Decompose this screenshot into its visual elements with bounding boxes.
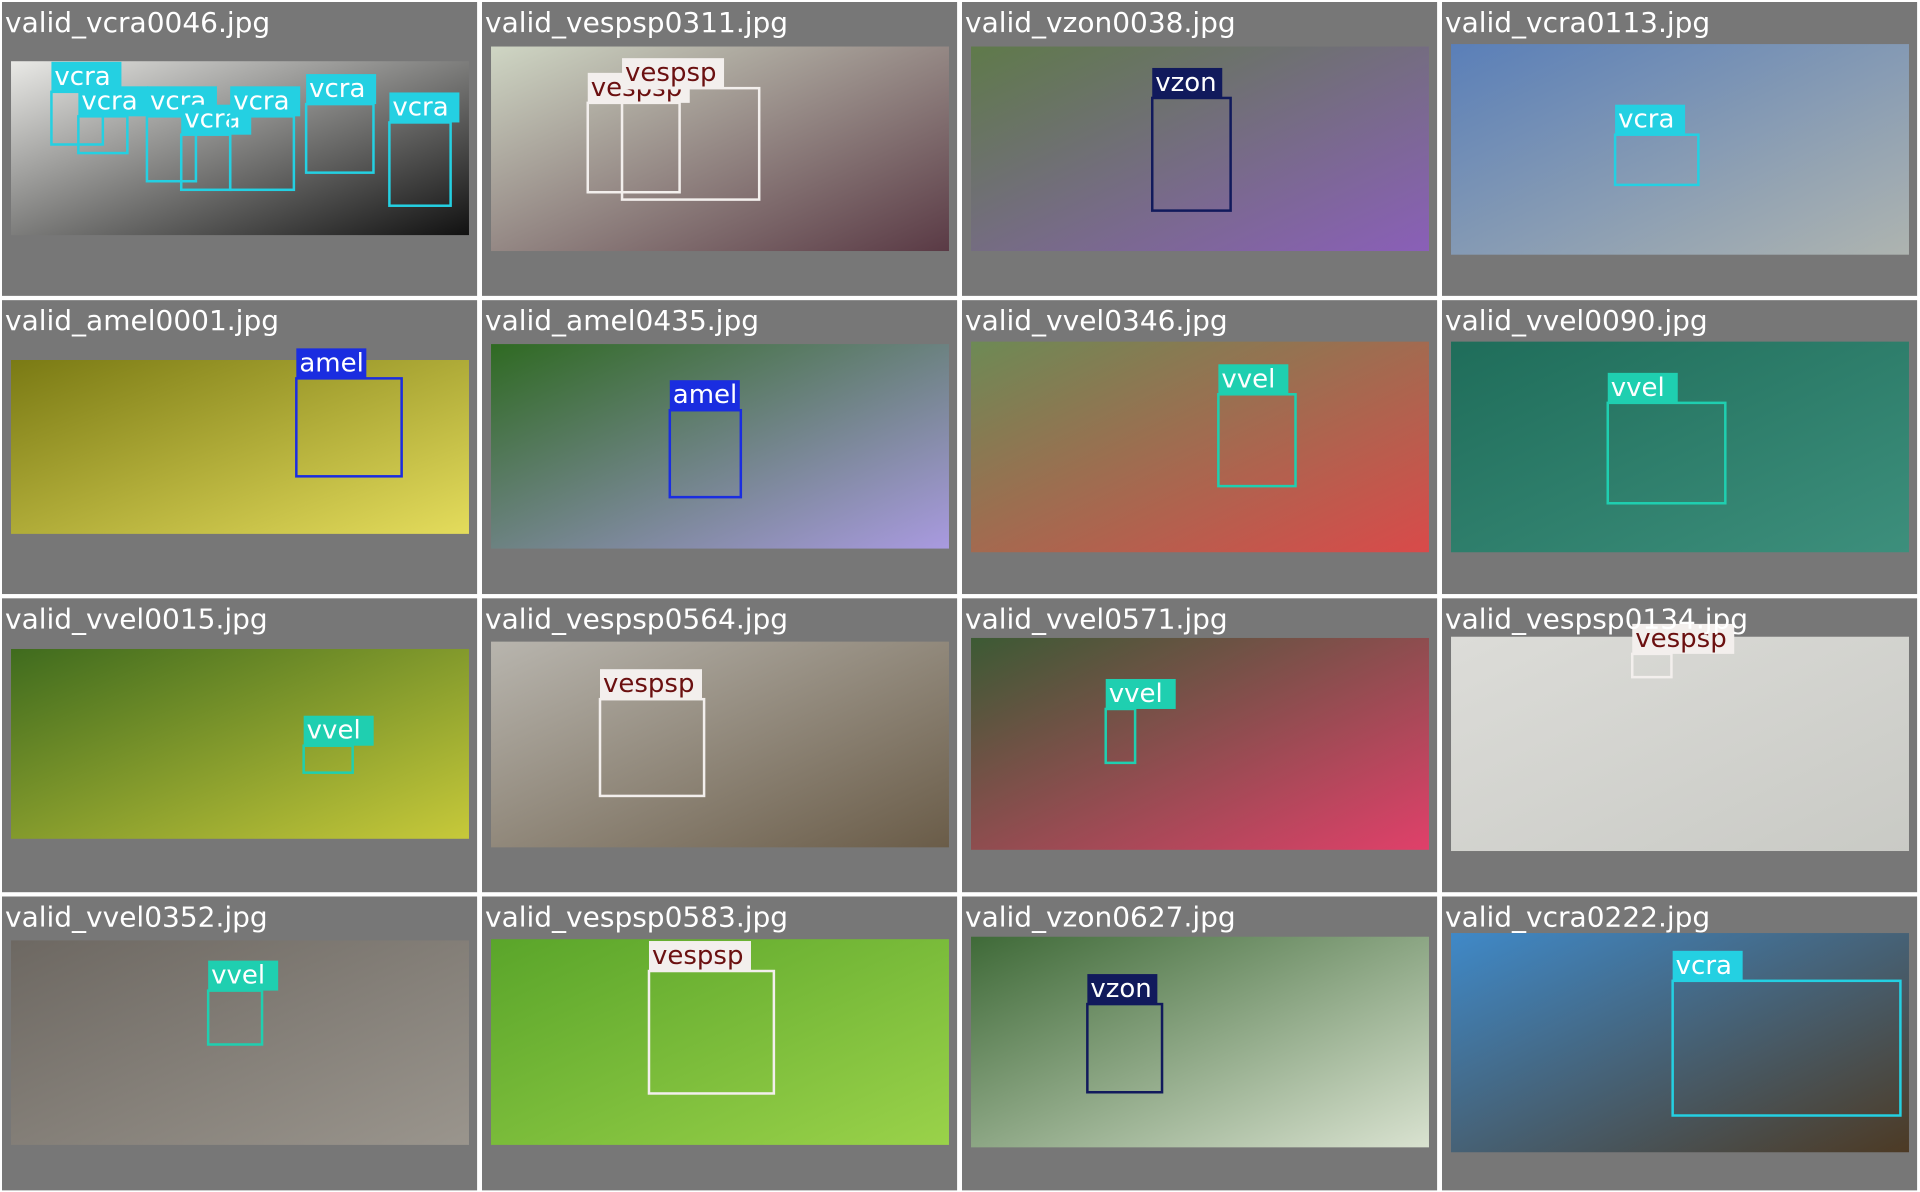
filename: valid_vvel0571.jpg — [965, 602, 1228, 635]
tile: vvel valid_vvel0571.jpg — [962, 598, 1438, 893]
label-background — [208, 960, 279, 991]
box-label: vespsp — [625, 58, 716, 88]
box-label: vcra — [233, 86, 289, 116]
label-background — [648, 941, 751, 972]
label-background — [1607, 372, 1678, 403]
bounding-box — [1671, 979, 1902, 1117]
label-background — [1087, 974, 1158, 1005]
tile: vespspvespspvalid_vespsp0311.jpg — [482, 2, 958, 296]
tile: vcra valid_vcra0113.jpg — [1442, 2, 1918, 296]
filename: valid_amel0435.jpg — [485, 304, 759, 337]
label-background — [1152, 67, 1223, 98]
tile: vespsp valid_vespsp0564.jpg — [482, 598, 958, 893]
box-label: vvel — [1221, 364, 1275, 394]
filename: valid_vvel0352.jpg — [5, 900, 268, 933]
tile: vzon valid_vzon0038.jpg — [962, 2, 1438, 296]
image — [1451, 44, 1909, 255]
filename: valid_amel0001.jpg — [5, 304, 279, 337]
filename: valid_vvel0346.jpg — [965, 304, 1228, 337]
tile: amel valid_amel0001.jpg — [2, 300, 478, 595]
box-label: vespsp — [1635, 624, 1726, 654]
image — [971, 637, 1429, 850]
filename: valid_vzon0038.jpg — [965, 6, 1236, 39]
image — [491, 344, 949, 549]
filename: valid_vespsp0583.jpg — [485, 900, 788, 933]
image — [971, 341, 1429, 553]
label-background — [1105, 678, 1176, 709]
label-background — [78, 86, 149, 117]
label-background — [1615, 104, 1686, 135]
label-background — [600, 669, 702, 700]
image — [11, 360, 469, 534]
image — [971, 936, 1429, 1148]
filename: valid_vvel0015.jpg — [5, 602, 268, 635]
filename: valid_vvel0090.jpg — [1445, 304, 1708, 337]
tile: vvel valid_vvel0346.jpg — [962, 300, 1438, 595]
image — [491, 641, 949, 848]
box-label: vcra — [392, 92, 448, 122]
tile: vespsp valid_vespsp0583.jpg — [482, 896, 958, 1191]
box-label: vzon — [1090, 974, 1151, 1004]
label-background — [1218, 364, 1289, 395]
label-background — [389, 92, 460, 123]
label-background — [303, 715, 374, 746]
label-background — [230, 86, 301, 117]
label-background — [296, 348, 367, 379]
tile: vvel valid_vvel0352.jpg — [2, 896, 478, 1191]
label-background — [1632, 623, 1735, 654]
box-label: vzon — [1155, 68, 1216, 98]
box-label: vcra — [1618, 105, 1674, 135]
box-label: vvel — [1109, 679, 1163, 709]
filename: valid_vcra0222.jpg — [1445, 900, 1710, 933]
image — [491, 939, 949, 1145]
box-label: vespsp — [603, 669, 694, 699]
filename: valid_vcra0046.jpg — [5, 6, 270, 39]
filename: valid_vespsp0564.jpg — [485, 602, 788, 635]
tile: vzon valid_vzon0627.jpg — [962, 896, 1438, 1191]
filename: valid_vzon0627.jpg — [965, 900, 1236, 933]
tile: amel valid_amel0435.jpg — [482, 300, 958, 595]
filename: valid_vespsp0311.jpg — [485, 6, 788, 39]
image — [1451, 636, 1909, 852]
box-label: vvel — [211, 961, 265, 991]
tile: vcra valid_vcra0222.jpg — [1442, 896, 1918, 1191]
filename: valid_vcra0113.jpg — [1445, 6, 1710, 39]
box-label: vcra — [1676, 951, 1732, 981]
label-background — [622, 58, 725, 89]
box-label: vvel — [307, 716, 361, 746]
label-background — [306, 74, 377, 105]
image — [1451, 341, 1909, 553]
box-label: vvel — [1611, 373, 1665, 403]
label-background — [669, 380, 740, 411]
box-label: amel — [299, 348, 363, 378]
label-background — [1672, 950, 1743, 981]
box-label: vespsp — [652, 941, 743, 971]
box-label: amel — [673, 380, 737, 410]
image — [11, 648, 469, 839]
box-label: vcra — [81, 86, 137, 116]
filename: valid_vespsp0134.jpg — [1445, 602, 1748, 635]
tile: vvel valid_vvel0015.jpg — [2, 598, 478, 893]
tile: vvel valid_vvel0090.jpg — [1442, 300, 1918, 595]
box-label: vcra — [309, 74, 365, 104]
